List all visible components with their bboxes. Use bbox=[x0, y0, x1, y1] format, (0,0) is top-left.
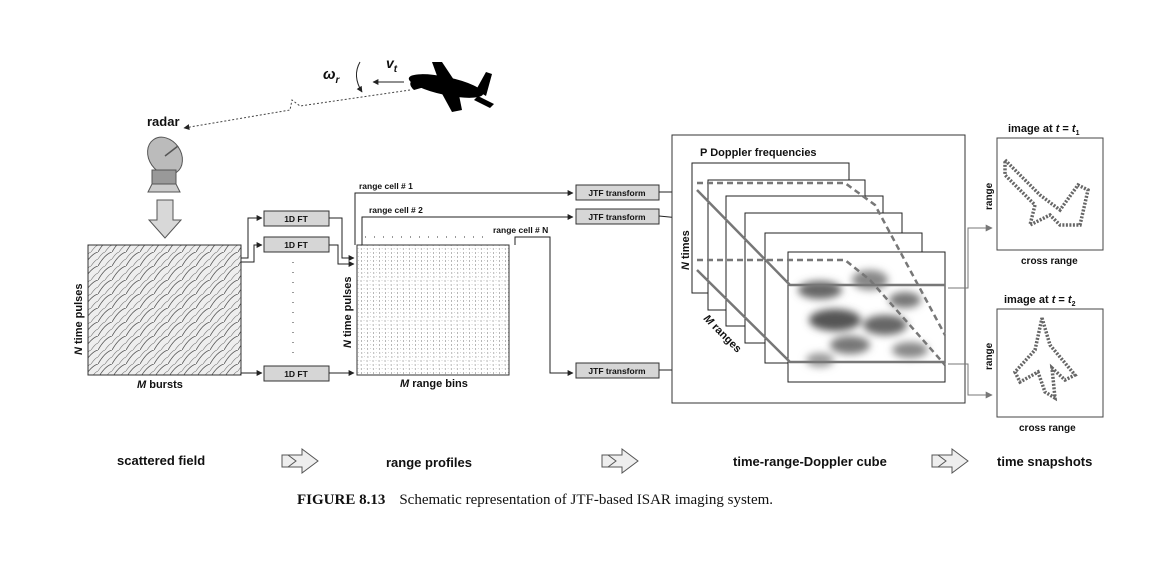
cube-panel: P Doppler frequencies N times M ra bbox=[671, 134, 966, 404]
svg-text:1D FT: 1D FT bbox=[284, 240, 308, 250]
snapshot-2-panel: image at t = t2 range cross range bbox=[984, 294, 1104, 434]
snapshot-arrow-1 bbox=[948, 224, 993, 289]
snapshot-2-y-label: range bbox=[984, 342, 995, 370]
snapshot-2-image bbox=[996, 308, 1104, 418]
omega-label: ωr bbox=[323, 66, 341, 86]
range-profiles-panel: N time pulses M range bins range cell # … bbox=[342, 181, 548, 390]
airplane-snapshot-1-icon bbox=[1003, 155, 1091, 229]
scattered-y-label: N time pulses bbox=[73, 283, 85, 355]
down-arrow-icon bbox=[147, 199, 183, 239]
radar-dish-icon bbox=[147, 136, 183, 193]
rotation-arrow bbox=[356, 61, 363, 93]
target-group: ωr vt bbox=[323, 55, 494, 112]
radar-label: radar bbox=[147, 114, 180, 129]
range-cell-n-label: range cell # N bbox=[493, 225, 548, 235]
cube-solid-path-1 bbox=[696, 189, 945, 287]
snapshot-arrow-2 bbox=[948, 363, 993, 399]
scattered-x-label: M bursts bbox=[137, 379, 183, 391]
cube-top-label: P Doppler frequencies bbox=[700, 147, 817, 159]
jtf-box-2: JTF transform bbox=[575, 208, 660, 225]
ft-box-1: 1D FT bbox=[263, 210, 330, 227]
range-cell-1-label: range cell # 1 bbox=[359, 181, 413, 191]
snapshot-2-title: image at t = t2 bbox=[1004, 294, 1076, 308]
scattered-field-image bbox=[87, 244, 242, 376]
figure-caption: FIGURE 8.13 Schematic representation of J… bbox=[297, 492, 773, 508]
snapshot-1-title: image at t = t1 bbox=[1008, 123, 1080, 137]
stage-arrow-2-icon bbox=[601, 448, 639, 474]
snapshot-1-y-label: range bbox=[984, 182, 995, 210]
stage-cube: time-range-Doppler cube bbox=[733, 454, 887, 469]
svg-text:JTF transform: JTF transform bbox=[588, 212, 646, 222]
airplane-snapshot-2-icon bbox=[1012, 317, 1078, 402]
cube-side-label: N times bbox=[680, 230, 692, 270]
jtf-box-n: JTF transform bbox=[575, 362, 660, 379]
radar-link bbox=[183, 89, 411, 131]
stage-range-profiles: range profiles bbox=[386, 455, 472, 470]
velocity-label: vt bbox=[386, 55, 398, 75]
scattered-field-panel: N time pulses M bursts bbox=[73, 244, 242, 391]
cube-dashed-path-2 bbox=[697, 258, 946, 366]
cube-slices bbox=[691, 162, 946, 383]
range-profiles-image bbox=[356, 244, 510, 376]
ft-box-n: 1D FT bbox=[263, 365, 330, 382]
jtf-box-1: JTF transform bbox=[575, 184, 660, 201]
stage-scattered-field: scattered field bbox=[117, 453, 205, 468]
radar-group: radar bbox=[147, 114, 183, 239]
cube-solid-path-2 bbox=[696, 269, 945, 364]
snapshot-2-x-label: cross range bbox=[1019, 423, 1076, 434]
profiles-y-label: N time pulses bbox=[342, 276, 354, 348]
snapshot-1-x-label: cross range bbox=[1021, 256, 1078, 267]
stage-arrow-1-icon bbox=[281, 448, 319, 474]
airplane-icon bbox=[408, 62, 494, 112]
stage-arrow-3-icon bbox=[931, 448, 969, 474]
snapshot-1-panel: image at t = t1 range cross range bbox=[984, 123, 1104, 267]
ft-box-2: 1D FT bbox=[263, 236, 330, 253]
range-cell-2-label: range cell # 2 bbox=[369, 205, 423, 215]
stage-time-snapshots: time snapshots bbox=[997, 454, 1092, 469]
svg-text:1D FT: 1D FT bbox=[284, 214, 308, 224]
cube-dashed-path-1 bbox=[697, 181, 947, 336]
profiles-x-label: M range bins bbox=[400, 378, 468, 390]
svg-text:JTF transform: JTF transform bbox=[588, 188, 646, 198]
svg-text:JTF transform: JTF transform bbox=[588, 366, 646, 376]
svg-text:1D FT: 1D FT bbox=[284, 369, 308, 379]
